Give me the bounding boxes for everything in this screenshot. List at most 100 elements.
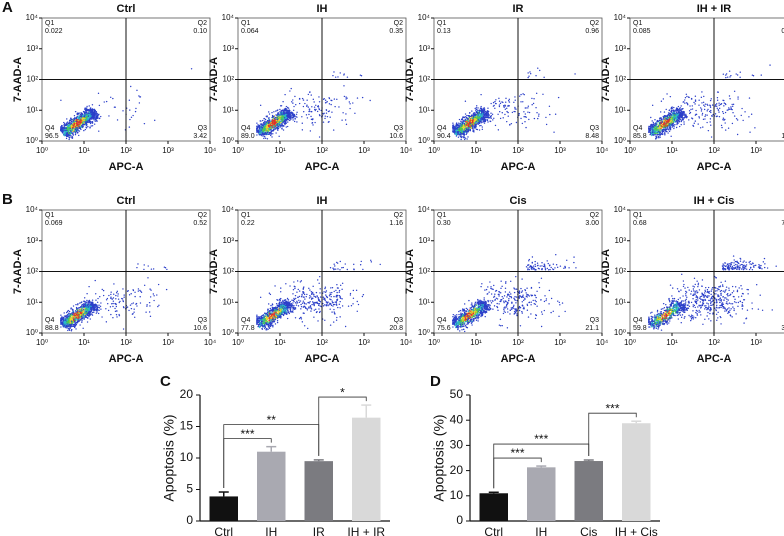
event-dot [724,102,725,103]
event-dot [116,306,117,307]
event-dot [98,114,99,115]
event-dot [85,110,86,111]
event-dot [676,107,677,108]
event-dot [673,115,674,116]
event-dot [481,111,482,112]
event-dot [108,310,109,311]
event-dot [338,106,339,107]
event-dot [191,68,192,69]
event-dot [698,100,699,101]
event-dot [529,71,530,72]
event-dot [102,289,103,290]
event-dot [110,294,111,295]
event-dot [729,95,730,96]
event-dot [334,106,335,107]
event-dot [63,129,64,130]
event-dot [479,119,480,120]
event-dot [260,128,261,129]
event-dot [270,134,271,135]
event-dot [69,311,70,312]
event-dot [681,121,682,122]
event-dot [473,130,474,131]
event-dot [260,120,261,121]
event-dot [715,113,716,114]
event-dot [494,108,495,109]
event-dot [115,298,116,299]
event-dot [519,95,520,96]
event-dot [658,126,659,127]
event-dot [292,114,293,115]
event-dot [265,128,266,129]
event-dot [75,132,76,133]
event-dot [539,70,540,71]
event-dot [543,77,544,78]
event-dot [667,116,668,117]
event-dot [545,117,546,118]
event-dot [72,121,73,122]
event-dot [463,137,464,138]
event-dot [323,113,324,114]
event-dot [683,121,684,122]
event-dot [670,117,671,118]
event-dot [737,134,738,135]
event-dot [131,117,132,118]
event-dot [78,122,79,123]
event-dot [311,106,312,107]
event-dot [74,120,75,121]
event-dot [264,133,265,134]
event-dot [292,102,293,103]
event-dot [731,109,732,110]
event-dot [701,110,702,111]
event-dot [286,117,287,118]
event-dot [282,101,283,102]
event-dot [303,106,304,107]
event-dot [499,101,500,102]
event-dot [661,127,662,128]
event-dot [485,116,486,117]
event-dot [361,75,362,76]
event-dot [686,94,687,95]
event-dot [718,110,719,111]
event-dot [80,112,81,113]
y-tick-label: 10⁴ [418,13,431,22]
event-dot [82,124,83,125]
event-dot [711,98,712,99]
y-axis-label: 7-AAD-A [208,57,220,102]
panel-letter: A [2,0,13,16]
event-dot [710,125,711,126]
event-dot [133,309,134,310]
event-dot [470,127,471,128]
event-dot [473,122,474,123]
event-dot [154,120,155,121]
event-dot [72,127,73,128]
event-dot [485,120,486,121]
event-dot [66,118,67,119]
event-dot [711,116,712,117]
event-dot [528,119,529,120]
event-dot [480,118,481,119]
quadrant-name: Q4 [241,125,250,132]
event-dot [723,113,724,114]
event-dot [76,123,77,124]
event-dot [67,132,68,133]
event-dot [117,295,118,296]
event-dot [82,126,83,127]
event-dot [98,130,99,131]
event-dot [287,107,288,108]
event-dot [349,108,350,109]
event-dot [76,119,77,120]
event-dot [728,128,729,129]
x-tick-label: 10³ [162,146,174,155]
event-dot [741,115,742,116]
event-dot [555,114,556,115]
event-dot [67,123,68,124]
event-dot [343,85,344,86]
event-dot [653,133,654,134]
event-dot [268,118,269,119]
event-dot [507,112,508,113]
event-dot [722,111,723,112]
event-dot [671,123,672,124]
event-dot [670,120,671,121]
event-dot [91,313,92,314]
quadrant-percent: 85.8 [633,133,647,140]
